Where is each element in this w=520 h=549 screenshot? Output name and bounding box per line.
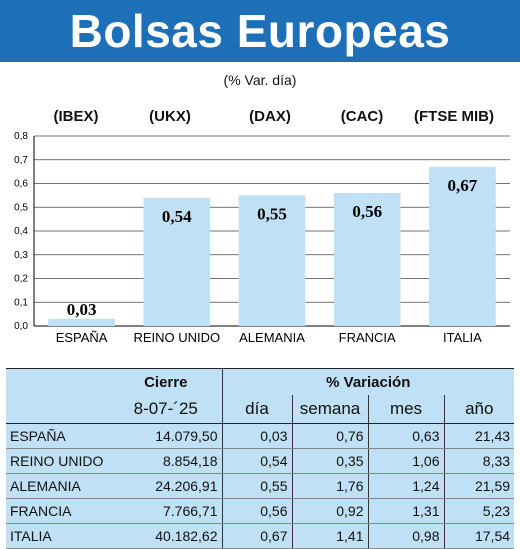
table-row: REINO UNIDO 8.854,18 0,54 0,35 1,06 8,33 xyxy=(6,448,515,474)
market-table: Cierre % Variación 8-07-´25 día semana m… xyxy=(6,368,515,549)
data-label: 0,54 xyxy=(162,207,192,226)
row-name: ITALIA xyxy=(6,523,110,549)
index-codes: (IBEX) (UKX) (DAX) (CAC) (FTSE MIB) xyxy=(0,108,520,128)
row-anio: 17,54 xyxy=(443,523,515,549)
row-cierre: 8.854,18 xyxy=(110,448,222,474)
data-label: 0,03 xyxy=(67,300,97,319)
row-mes: 0,63 xyxy=(367,423,444,449)
x-tick-label: ITALIA xyxy=(443,330,482,345)
y-tick-label: 0,5 xyxy=(14,202,28,213)
chart-title: Bolsas Europeas xyxy=(69,5,451,57)
y-tick-label: 0,0 xyxy=(14,321,28,332)
column-header-row: 8-07-´25 día semana mes año xyxy=(6,395,515,424)
row-semana: 0,35 xyxy=(291,448,368,474)
row-cierre: 14.079,50 xyxy=(110,423,222,449)
table-row: ALEMANIA 24.206,91 0,55 1,76 1,24 21,59 xyxy=(6,473,515,499)
title-banner: Bolsas Europeas xyxy=(0,0,520,62)
y-tick-label: 0,6 xyxy=(14,179,28,190)
x-tick-label: FRANCIA xyxy=(339,330,396,345)
group-header-row: Cierre % Variación xyxy=(6,368,515,395)
bar xyxy=(333,193,401,326)
col-header-anio: año xyxy=(443,395,515,424)
row-dia: 0,56 xyxy=(221,498,292,524)
x-tick-label: ESPAÑA xyxy=(56,330,108,345)
y-tick-label: 0,1 xyxy=(14,297,28,308)
data-label: 0,56 xyxy=(352,202,382,221)
row-name: REINO UNIDO xyxy=(6,448,110,474)
row-name: ESPAÑA xyxy=(6,423,110,449)
row-semana: 0,92 xyxy=(291,498,368,524)
row-cierre: 7.766,71 xyxy=(110,498,222,524)
row-name: FRANCIA xyxy=(6,498,110,524)
col-header-semana: semana xyxy=(291,395,368,424)
row-semana: 0,76 xyxy=(291,423,368,449)
index-code: (IBEX) xyxy=(53,108,99,125)
row-mes: 1,31 xyxy=(367,498,444,524)
col-header-dia: día xyxy=(221,395,292,424)
row-dia: 0,54 xyxy=(221,448,292,474)
row-cierre: 24.206,91 xyxy=(110,473,222,499)
y-tick-label: 0,3 xyxy=(14,250,28,261)
cierre-header: Cierre xyxy=(110,368,222,395)
y-tick-label: 0,8 xyxy=(14,131,28,142)
row-cierre: 40.182,62 xyxy=(110,523,222,549)
row-dia: 0,67 xyxy=(221,523,292,549)
bar xyxy=(429,166,496,326)
row-dia: 0,03 xyxy=(221,423,292,449)
market-data-table: Cierre % Variación 8-07-´25 día semana m… xyxy=(6,368,515,549)
index-code: (UKX) xyxy=(149,108,191,125)
row-semana: 1,76 xyxy=(291,473,368,499)
variacion-header: % Variación xyxy=(221,368,515,395)
y-tick-label: 0,7 xyxy=(14,155,28,166)
row-anio: 8,33 xyxy=(443,448,515,474)
row-mes: 1,06 xyxy=(367,448,444,474)
row-name: ALEMANIA xyxy=(6,473,110,499)
row-dia: 0,55 xyxy=(221,473,292,499)
chart-subtitle: (% Var. día) xyxy=(223,72,297,88)
row-semana: 1,41 xyxy=(291,523,368,549)
bar xyxy=(48,318,115,326)
x-tick-label: ALEMANIA xyxy=(239,330,305,345)
index-code: (DAX) xyxy=(249,108,291,125)
row-mes: 0,98 xyxy=(367,523,444,549)
bar-chart: 0,0 0,1 0,2 0,3 0,4 0,5 0,6 0,7 0,8 0,03 ESPAÑA 0,5… xyxy=(14,131,510,345)
date-header: 8-07-´25 xyxy=(110,395,222,424)
index-code: (FTSE MIB) xyxy=(414,108,494,125)
table-row: FRANCIA 7.766,71 0,56 0,92 1,31 5,23 xyxy=(6,498,515,524)
bar xyxy=(143,197,211,326)
data-label: 0,55 xyxy=(257,204,287,223)
table-row: ESPAÑA 14.079,50 0,03 0,76 0,63 21,43 xyxy=(6,423,515,449)
bar xyxy=(238,195,306,326)
y-tick-label: 0,2 xyxy=(14,274,28,285)
col-header-mes: mes xyxy=(367,395,444,424)
data-label: 0,67 xyxy=(448,176,478,195)
row-anio: 5,23 xyxy=(443,498,515,524)
index-code: (CAC) xyxy=(340,108,384,125)
row-mes: 1,24 xyxy=(367,473,444,499)
row-anio: 21,43 xyxy=(443,423,515,449)
row-anio: 21,59 xyxy=(443,473,515,499)
x-tick-label: REINO UNIDO xyxy=(133,330,220,345)
y-tick-label: 0,4 xyxy=(14,226,28,237)
table-row: ITALIA 40.182,62 0,67 1,41 0,98 17,54 xyxy=(6,523,515,549)
